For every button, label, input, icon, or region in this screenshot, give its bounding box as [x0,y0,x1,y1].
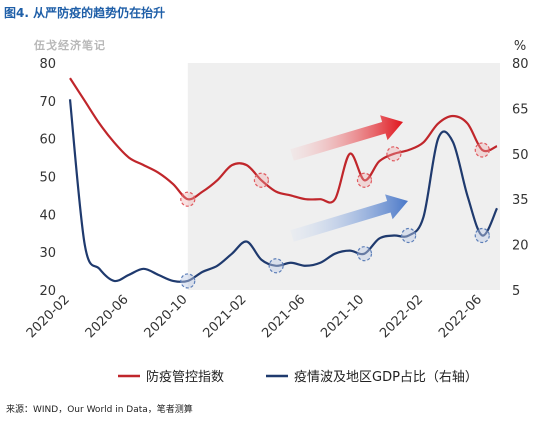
highlight-circle [180,273,196,289]
highlight-circle [268,258,284,274]
left-axis-tick: 70 [39,95,56,110]
x-axis-tick: 2020-06 [83,292,132,341]
legend-label: 疫情波及地区GDP占比（右轴） [294,369,478,385]
right-axis-tick: 65 [512,102,529,117]
highlight-circle [386,146,402,162]
blue-trend-arrow [290,194,408,242]
x-axis-tick: 2021-02 [200,292,249,341]
highlight-circle [401,227,417,244]
highlight-circle [474,227,490,244]
red-trend-arrow [290,115,403,161]
shaded-period [187,63,501,290]
right-axis-tick: 20 [512,239,529,254]
trend-arrows [290,115,408,242]
highlight-circle [356,172,373,188]
highlight-circle [356,246,373,262]
highlight-circle [474,142,490,158]
legend-label: 防疫管控指数 [146,369,224,385]
left-axis-tick: 50 [39,171,56,186]
right-axis-tick: 5 [512,284,520,299]
source-note: 来源：WIND，Our World in Data，笔者测算 [6,405,193,415]
left-axis-tick: 40 [39,208,56,223]
x-axis-tick: 2022-06 [436,292,485,341]
watermark: 伍戈经济笔记 [34,39,106,52]
x-axis-tick: 2022-02 [377,292,426,341]
x-axis-tick: 2020-02 [24,292,73,341]
right-axis-unit: % [514,39,526,54]
shaded-region [187,63,501,290]
right-axis-tick: 50 [512,148,529,163]
left-axis-tick: 60 [39,133,56,148]
highlight-circle [180,191,196,207]
highlight-circles [180,142,490,289]
series-lines [68,77,498,283]
highlight-circle [253,172,270,188]
left-axis-tick: 20 [39,284,56,299]
series-line-1 [68,99,498,283]
x-axis-tick: 2021-10 [318,292,367,341]
x-axis-tick: 2021-06 [259,292,308,341]
right-axis-tick: 35 [512,193,529,208]
right-axis-tick: 80 [512,57,529,72]
series-line-0 [69,77,498,204]
left-axis-tick: 80 [39,57,56,72]
x-axis-tick: 2020-10 [142,292,191,341]
left-axis-tick: 30 [39,246,56,261]
figure-title: 图4. 从严防疫的趋势仍在抬升 [4,6,166,20]
legend: 防疫管控指数 疫情波及地区GDP占比（右轴） [118,369,478,385]
